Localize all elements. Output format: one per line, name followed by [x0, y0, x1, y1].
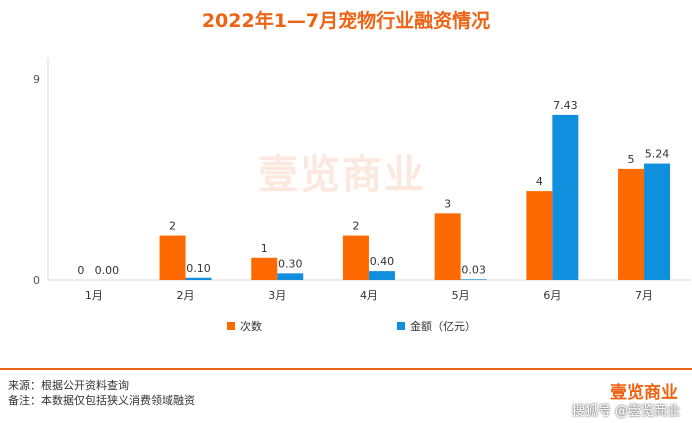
bar-count — [526, 191, 553, 280]
brand-logo: 壹览商业 — [610, 383, 678, 403]
chart-area: 0 9 0 0.00 1月 2 0.10 2月 1 0.30 3月 2 0.40 4月 3 0.03 5月 4… — [33, 58, 690, 333]
data-label-amount: 0.10 — [186, 262, 211, 275]
legend-swatch-amount — [397, 322, 405, 330]
labels-layer: 0 0.00 1月 2 0.10 2月 1 0.30 3月 2 0.40 4月 3 0.03 5月 4 7.43… — [77, 99, 669, 302]
footer-divider — [0, 368, 692, 370]
bar-count — [251, 257, 278, 280]
x-tick-label: 5月 — [452, 289, 470, 302]
bar-amount — [185, 277, 212, 280]
bar-count — [434, 213, 461, 280]
data-label-amount: 0.00 — [95, 264, 120, 277]
watermark-logo: 壹览商业 — [258, 152, 426, 198]
source-note: 来源：根据公开资料查询 — [8, 379, 129, 392]
brand-watermark: 搜狐号 @壹览商业 — [571, 404, 680, 419]
y-tick-label: 9 — [33, 73, 40, 86]
data-label-count: 5 — [628, 153, 635, 166]
x-tick-label: 3月 — [268, 289, 286, 302]
legend: 次数 金额（亿元） — [227, 319, 476, 333]
x-tick-label: 1月 — [85, 289, 103, 302]
y-tick-label: 0 — [33, 274, 40, 287]
x-tick-label: 2月 — [177, 289, 195, 302]
bar-amount — [460, 279, 487, 280]
legend-label-amount: 金额（亿元） — [410, 319, 476, 333]
data-label-count: 4 — [536, 175, 543, 188]
bar-count — [342, 235, 369, 280]
bars-layer — [159, 114, 671, 280]
data-label-count: 0 — [77, 264, 84, 277]
legend-label-count: 次数 — [240, 319, 262, 333]
data-label-count: 2 — [352, 220, 359, 233]
bar-amount — [277, 273, 304, 280]
data-label-amount: 7.43 — [553, 99, 578, 112]
legend-swatch-count — [227, 322, 235, 330]
chart-title: 2022年1—7月宠物行业融资情况 — [201, 10, 491, 32]
data-label-amount: 0.30 — [278, 257, 303, 270]
bar-amount — [368, 271, 395, 280]
data-label-amount: 0.03 — [461, 263, 486, 276]
x-tick-label: 6月 — [543, 289, 561, 302]
bar-amount — [552, 114, 579, 280]
bar-amount — [644, 163, 671, 280]
bar-count — [159, 235, 186, 280]
data-label-amount: 5.24 — [645, 148, 670, 161]
remark-note: 备注：本数据仅包括狭义消费领域融资 — [8, 394, 195, 407]
x-tick-label: 4月 — [360, 289, 378, 302]
bar-count — [618, 168, 645, 280]
data-label-count: 2 — [169, 220, 176, 233]
data-label-count: 3 — [444, 197, 451, 210]
x-tick-label: 7月 — [635, 289, 653, 302]
data-label-count: 1 — [261, 242, 268, 255]
data-label-amount: 0.40 — [370, 255, 395, 268]
